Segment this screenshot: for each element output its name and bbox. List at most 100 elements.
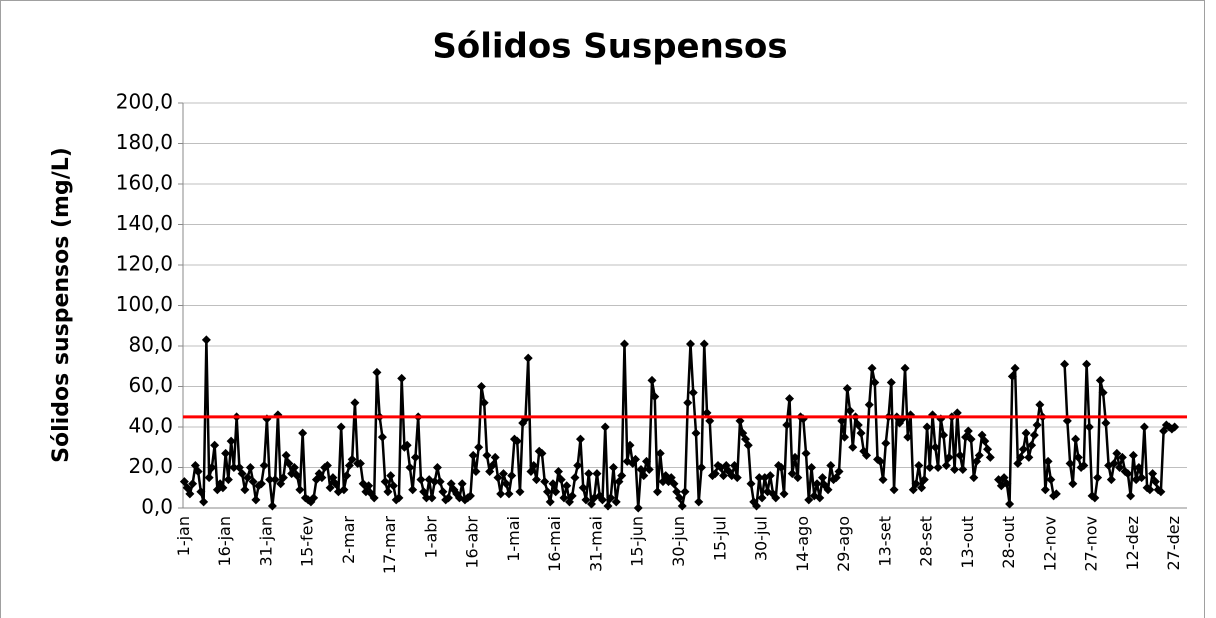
data-point: [1021, 428, 1031, 438]
data-point: [292, 471, 302, 481]
data-point: [432, 463, 442, 472]
data-point: [754, 473, 764, 483]
data-point: [1005, 499, 1015, 509]
data-point: [204, 473, 214, 483]
data-point: [1134, 463, 1144, 472]
x-tick-label: 16-abr: [463, 516, 482, 569]
data-point: [1018, 444, 1028, 454]
data-point: [765, 471, 775, 481]
data-point: [265, 475, 275, 485]
data-point: [966, 434, 976, 444]
data-point: [881, 438, 891, 448]
data-point: [405, 463, 415, 472]
data-point: [298, 428, 308, 438]
data-point: [776, 463, 786, 472]
data-point: [493, 473, 503, 483]
data-point: [408, 485, 418, 495]
data-point: [647, 375, 657, 385]
data-point: [1032, 420, 1042, 430]
data-point: [697, 463, 707, 472]
data-point: [482, 450, 492, 460]
data-point: [1137, 473, 1147, 483]
data-point: [372, 367, 382, 377]
x-tick-label: 1-abr: [421, 516, 440, 559]
data-point: [889, 485, 899, 495]
data-point: [196, 487, 206, 497]
data-point: [245, 463, 255, 472]
data-point: [471, 467, 481, 477]
data-point: [919, 475, 929, 485]
x-tick-label: 30-jul: [752, 516, 771, 561]
x-tick-label: 12-nov: [1040, 516, 1059, 572]
y-tick-label: 120,0: [116, 252, 173, 276]
x-tick-label: 15-jul: [710, 516, 729, 561]
data-point: [386, 471, 396, 481]
data-point: [278, 473, 288, 483]
data-point: [1007, 371, 1017, 381]
data-point: [1112, 448, 1122, 458]
data-point: [925, 463, 935, 472]
data-point: [553, 467, 563, 477]
x-tick-label: 1-jan: [174, 516, 193, 556]
data-point: [284, 458, 294, 468]
data-point: [757, 493, 767, 503]
y-tick-label: 20,0: [128, 454, 173, 478]
data-point: [559, 493, 569, 503]
data-point: [941, 460, 951, 470]
data-point: [752, 501, 762, 511]
data-point: [397, 373, 407, 383]
data-point: [719, 471, 729, 481]
data-point: [1145, 485, 1155, 495]
data-point: [388, 481, 398, 491]
data-point: [355, 458, 365, 468]
data-point: [193, 467, 203, 477]
data-point: [914, 460, 924, 470]
x-tick-label: 12-dez: [1123, 516, 1142, 571]
data-point: [669, 479, 679, 489]
data-point: [289, 463, 299, 472]
data-point: [603, 501, 613, 511]
data-point: [1035, 400, 1045, 410]
data-point: [823, 485, 833, 495]
data-point: [416, 475, 426, 485]
data-point: [688, 388, 698, 398]
data-point: [256, 479, 266, 489]
data-point: [581, 495, 591, 505]
data-point: [575, 434, 585, 444]
y-tick-label: 0,0: [141, 495, 173, 519]
data-point: [578, 483, 588, 493]
data-point: [633, 503, 643, 513]
y-tick-label: 160,0: [116, 171, 173, 195]
data-point: [867, 363, 877, 373]
data-point: [1128, 450, 1138, 460]
y-tick-label: 60,0: [128, 373, 173, 397]
data-point: [694, 497, 704, 507]
x-tick-label: 31-jan: [256, 516, 275, 567]
data-point: [1043, 456, 1053, 466]
y-tick-label: 40,0: [128, 414, 173, 438]
data-point: [281, 450, 291, 460]
data-point: [443, 493, 453, 503]
data-point: [1115, 463, 1125, 472]
data-point: [691, 428, 701, 438]
data-point: [652, 487, 662, 497]
data-point: [551, 487, 561, 497]
data-point: [1150, 477, 1160, 487]
data-point: [512, 436, 522, 446]
data-point: [771, 493, 781, 503]
data-point: [705, 416, 715, 426]
data-point: [969, 473, 979, 483]
data-point: [1051, 489, 1061, 499]
data-point: [650, 392, 660, 402]
data-point: [917, 483, 927, 493]
data-point: [644, 465, 654, 475]
x-tick-label: 27-dez: [1164, 516, 1183, 571]
x-tick-label: 16-mai: [545, 516, 564, 572]
data-point: [248, 477, 258, 487]
x-tick-label: 14-ago: [793, 516, 812, 572]
y-tick-label: 100,0: [116, 292, 173, 316]
data-point: [270, 475, 280, 485]
data-point: [496, 489, 506, 499]
x-tick-label: 29-ago: [834, 516, 853, 572]
